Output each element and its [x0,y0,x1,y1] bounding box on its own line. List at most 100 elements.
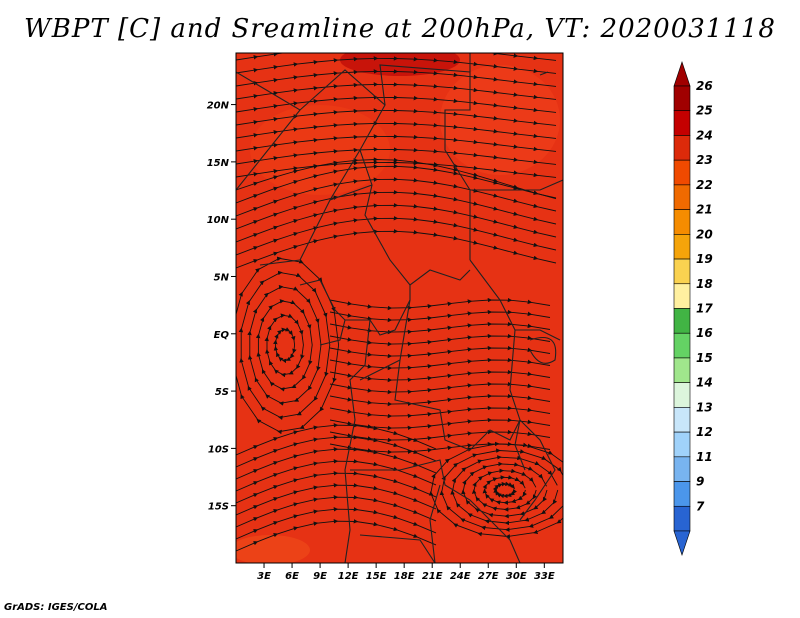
colorbar-label: 20 [696,227,713,241]
lighter-shading [236,535,310,563]
streamline [428,441,563,539]
lon-tick-label: 33E [534,571,555,582]
streamline [329,381,551,395]
streamlines [236,53,563,552]
streamline [236,228,557,269]
latitude-axis: 20N 15N 10N 5N EQ 5S 10S 15S [207,101,236,513]
country-border [329,184,373,201]
streamline [236,56,557,74]
country-border [539,71,549,76]
colorbar-segment [673,431,691,458]
colorbar-segment [673,258,691,285]
map-plot-area: 20N 15N 10N 5N EQ 5S 10S 15S 3E 6E 9E 12E 15E 18E 21E… [207,52,564,582]
lighter-shading [440,65,560,175]
streamline [236,69,557,87]
colorbar-label: 12 [696,425,713,439]
colorbar-segment [673,110,691,136]
lat-tick-label: 5S [215,387,229,398]
lon-tick-label: 3E [257,571,271,582]
lat-tick-label: EQ [214,330,230,341]
lon-tick-label: 15E [366,571,387,582]
country-border [350,459,521,563]
streamline [236,82,557,100]
colorbar-segment [673,357,691,383]
colorbar-label: 22 [696,178,713,192]
colorbar-segment [673,159,691,186]
colorbar-label: 23 [696,153,713,167]
lat-tick-label: 10N [207,215,230,226]
streamline [236,134,557,152]
lake-malawi [514,419,526,471]
colorbar: 26 25 24 23 22 21 20 19 18 17 16 15 14 13 12 11 9 7 [673,61,713,556]
colorbar-label: 14 [696,376,713,390]
streamline [329,309,551,323]
country-borders [236,53,563,563]
streamline [236,108,557,126]
streamline [236,519,437,552]
colorbar-segment [673,234,691,260]
colorbar-segment [673,407,691,433]
colorbar-label: 19 [696,252,713,266]
country-border [259,149,361,266]
streamline [236,53,557,61]
lon-tick-label: 12E [338,571,359,582]
colorbar-segment [673,135,691,161]
lake-victoria [529,336,557,364]
streamline [329,333,551,347]
country-border [236,69,471,286]
colorbar-label: 7 [696,499,705,513]
lon-tick-label: 6E [285,571,299,582]
lat-tick-label: 20N [207,101,230,112]
colorbar-bottom-extension [673,530,691,556]
country-border [429,484,441,563]
lon-tick-label: 27E [478,571,499,582]
colorbar-label: 13 [696,400,713,414]
country-border [344,319,371,563]
streamline [329,357,551,371]
colorbar-label: 17 [696,302,713,316]
colorbar-segment [673,382,691,408]
country-border [519,419,556,521]
colorbar-label: 11 [696,450,713,464]
country-border [359,534,436,563]
country-border [379,64,471,260]
colorbar-segment [673,184,691,210]
colorbar-label: 9 [696,475,704,489]
country-border [236,109,301,191]
colorbar-segment [673,85,691,112]
lon-tick-label: 24E [450,571,471,582]
streamline [329,369,551,383]
lat-tick-label: 10S [208,444,229,455]
colorbar-label: 25 [696,104,713,118]
colorbar-segment [673,332,691,359]
colorbar-segment [673,308,691,334]
colorbar-segment [673,456,691,482]
longitude-axis: 3E 6E 9E 12E 15E 18E 21E 24E 27E 30E 33E [257,563,555,582]
colorbar-segment [673,481,691,507]
colorbar-segment [673,283,691,309]
lat-tick-label: 15S [208,502,229,513]
lon-tick-label: 9E [313,571,327,582]
colorbar-label: 21 [696,203,713,217]
map-frame [235,52,564,564]
colorbar-label: 15 [696,351,713,365]
streamline [236,121,557,139]
map-title: WBPT [C] and Sreamline at 200hPa, VT: 20… [24,14,776,44]
country-border [394,359,521,451]
streamline [329,297,551,311]
colorbar-top-extension [673,61,691,87]
streamline [236,256,340,435]
lat-tick-label: 15N [207,158,230,169]
country-border [470,179,563,191]
colorbar-label: 24 [696,128,713,142]
colorbar-label: 16 [696,326,713,340]
lon-tick-label: 21E [422,571,443,582]
lon-tick-label: 30E [506,571,527,582]
streamline [329,393,551,407]
lon-tick-label: 18E [394,571,415,582]
colorbar-segment [673,505,691,532]
country-border [515,329,561,341]
colorbar-segment [673,209,691,235]
country-border [319,319,346,346]
